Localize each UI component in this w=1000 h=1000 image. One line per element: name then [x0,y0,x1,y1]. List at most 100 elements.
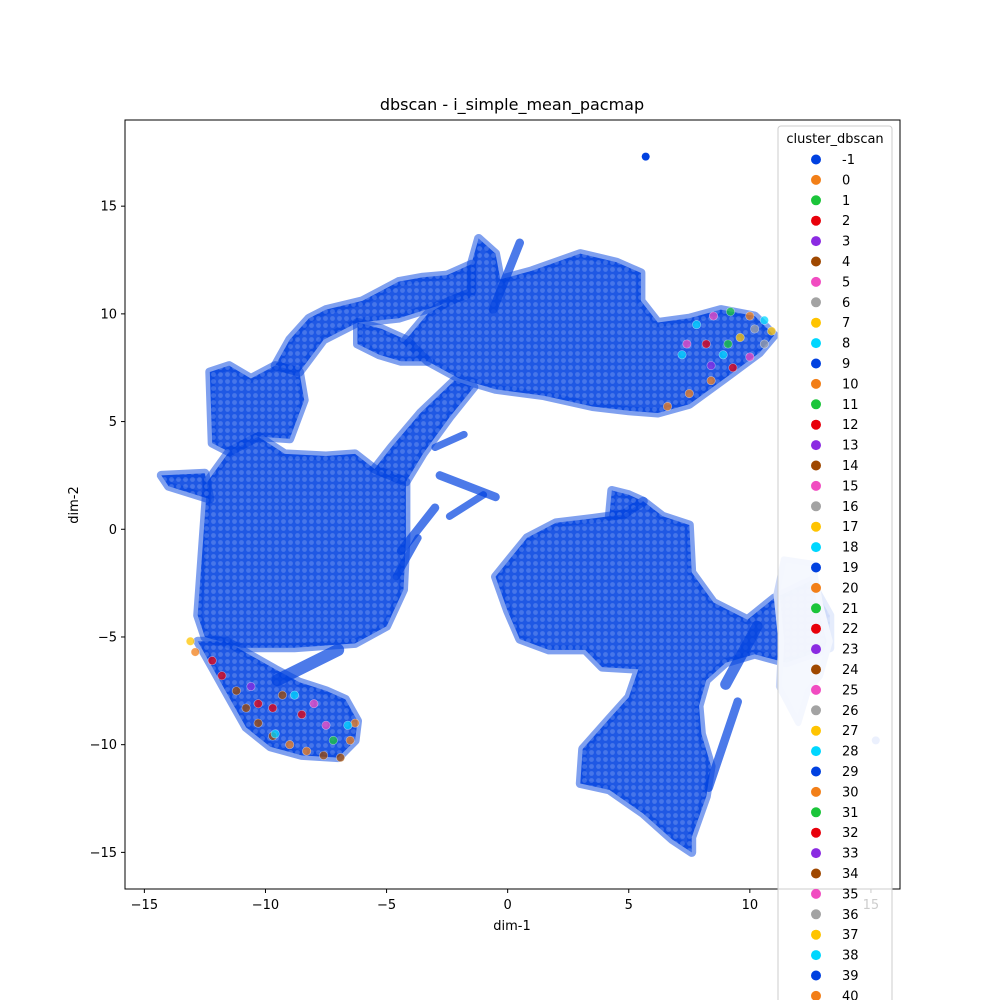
legend-marker [811,460,821,471]
legend-label: 1 [842,194,850,209]
legend-marker [811,501,821,512]
cluster-point [217,671,227,681]
chart-title: dbscan - i_simple_mean_pacmap [380,95,644,115]
point-region-texture-left-block [197,436,406,648]
point-strand-1 [431,430,468,452]
point-region-texture-left-tail [161,473,210,500]
legend-label: 0 [842,173,850,188]
legend-marker [811,623,821,634]
x-tick-label: −10 [252,898,279,913]
legend-marker [811,338,821,349]
legend-label: 38 [842,949,859,964]
legend-label: 22 [842,622,859,637]
legend-marker [811,868,821,879]
y-tick-label: 0 [109,523,117,538]
legend-marker [811,929,821,940]
cluster-point [241,703,251,713]
cluster-point [321,720,331,730]
legend-label: 2 [842,214,850,229]
legend-label: 13 [842,439,859,454]
cluster-point [231,686,241,696]
cluster-point [723,339,733,349]
cluster-point [290,690,300,700]
plot-area [156,152,880,857]
legend-label: 40 [842,989,859,1000]
y-axis-label: dim-2 [67,486,82,524]
legend-label: 33 [842,847,859,862]
legend-marker [811,807,821,818]
legend-marker [811,480,821,491]
legend-label: 8 [842,337,850,352]
legend: cluster_dbscan -101234567891011121314151… [777,125,893,1000]
cluster-point [767,326,777,336]
legend-label: 30 [842,785,859,800]
y-tick-label: 5 [109,415,117,430]
cluster-point [728,363,738,373]
legend-marker [811,276,821,287]
cluster-point [718,350,728,360]
legend-marker [811,419,821,430]
isolated-point [641,152,650,161]
legend-marker [811,215,821,226]
legend-label: 23 [842,643,859,658]
cluster-point [343,720,353,730]
legend-marker [811,603,821,614]
legend-label: 17 [842,520,859,535]
legend-marker [811,909,821,920]
legend-marker [811,174,821,185]
point-region-texture-lower-left-blob [197,641,358,758]
cluster-point [268,703,278,713]
point-strand-6 [271,643,345,687]
legend-label: 14 [842,459,859,474]
y-tick-label: −15 [90,846,117,861]
legend-marker [811,746,821,757]
legend-marker [811,256,821,267]
legend-label: 31 [842,806,859,821]
legend-marker [811,848,821,859]
axes-frame [124,119,901,890]
cluster-point [706,376,716,386]
legend-label: 9 [842,357,850,372]
cluster-point [701,339,711,349]
legend-label: 10 [842,377,859,392]
legend-label: 28 [842,745,859,760]
legend-items: -101234567891011121314151617181920212223… [811,153,859,1000]
legend-title: cluster_dbscan [786,132,883,147]
legend-marker [811,766,821,777]
point-region-texture-right-upper-spike [609,490,644,517]
x-tick-label: 5 [625,898,633,913]
point-region-texture-upper-arc [275,264,472,372]
legend-marker [811,664,821,675]
legend-label: 29 [842,765,859,780]
y-tick-label: −10 [90,738,117,753]
cluster-point [706,361,716,371]
point-strand-2 [435,471,500,502]
legend-label: 18 [842,541,859,556]
point-strand-4 [392,534,422,581]
legend-label: 35 [842,887,859,902]
x-tick-label: 10 [742,898,759,913]
cluster-point [336,753,346,763]
legend-marker [811,236,821,247]
legend-label: 37 [842,928,859,943]
point-region-texture-upper-left-lobe [357,322,428,362]
cluster-point [285,740,295,750]
cluster-point [328,735,338,745]
cluster-point [745,352,755,362]
point-strand-3 [445,491,488,520]
cluster-point [190,647,200,657]
cluster-point [309,699,319,709]
legend-marker [811,786,821,797]
cluster-point [684,389,694,399]
legend-marker [811,440,821,451]
legend-marker [811,562,821,573]
cluster-point [725,307,735,317]
cluster-point [270,729,280,739]
y-tick-label: 15 [100,200,117,215]
legend-frame [777,125,893,1000]
x-axis-label: dim-1 [493,919,531,934]
legend-marker [811,297,821,308]
y-tick-label: −5 [98,630,117,645]
cluster-point [709,311,719,321]
legend-marker [811,582,821,593]
